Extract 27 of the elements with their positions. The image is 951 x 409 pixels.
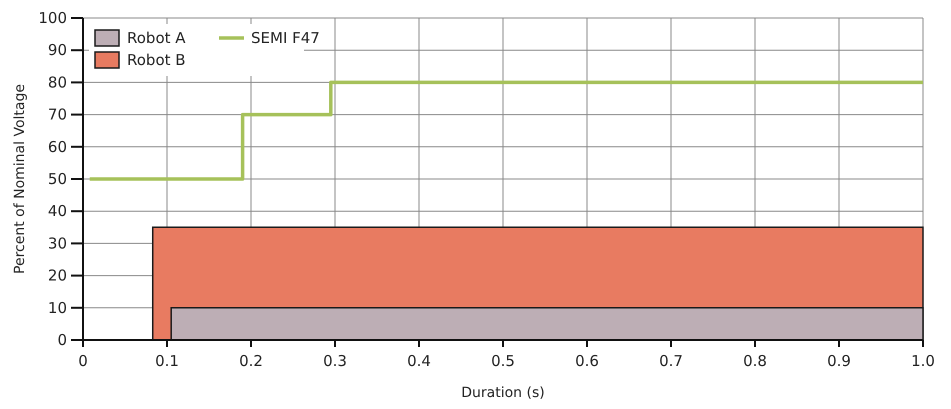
y-tick-label: 30 xyxy=(48,234,67,252)
legend-label: Robot A xyxy=(127,29,186,47)
y-tick-label: 60 xyxy=(48,138,67,156)
y-tick-label: 40 xyxy=(48,202,67,220)
y-tick-label: 90 xyxy=(48,41,67,60)
x-tick-label: 0.8 xyxy=(743,352,767,370)
y-axis-title: Percent of Nominal Voltage xyxy=(12,84,28,274)
x-axis-title: Duration (s) xyxy=(461,385,545,401)
x-tick-label: 1.0 xyxy=(911,352,935,370)
legend-label: SEMI F47 xyxy=(251,29,320,47)
x-tick-label: 0.2 xyxy=(239,352,263,370)
y-tick-label: 100 xyxy=(38,9,67,27)
legend-label: Robot B xyxy=(127,51,186,69)
x-tick-label: 0.1 xyxy=(155,352,179,370)
x-tick-label: 0.4 xyxy=(407,352,431,370)
x-tick-label: 0.7 xyxy=(659,352,683,370)
y-tick-label: 20 xyxy=(48,266,67,285)
y-tick-label: 50 xyxy=(48,170,67,188)
x-tick-label: 0.6 xyxy=(575,352,599,370)
y-tick-label: 80 xyxy=(48,73,67,92)
y-tick-label: 0 xyxy=(57,331,67,349)
y-tick-label: 10 xyxy=(48,298,67,317)
x-tick-label: 0.5 xyxy=(491,352,515,370)
x-tick-label: 0.3 xyxy=(323,352,347,370)
x-tick-label: 0 xyxy=(78,352,88,370)
y-tick-label: 70 xyxy=(48,106,67,124)
x-tick-label: 0.9 xyxy=(827,352,851,370)
